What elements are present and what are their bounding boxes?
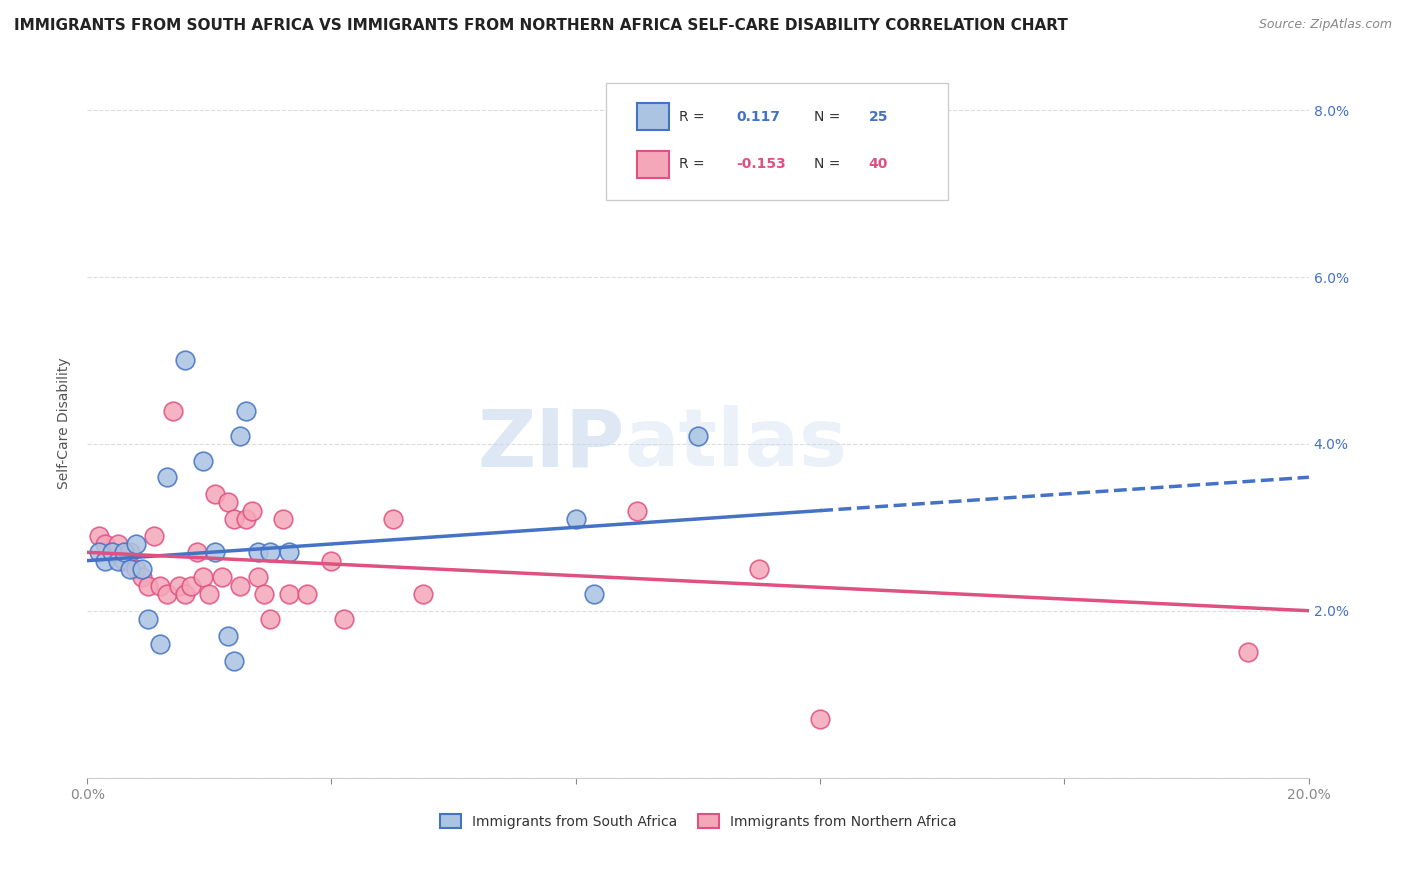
- Point: [321, 554, 343, 568]
- Point: [149, 579, 172, 593]
- Point: [118, 545, 141, 559]
- Point: [193, 570, 215, 584]
- Point: [204, 545, 226, 559]
- Point: [211, 570, 233, 584]
- Text: N =: N =: [814, 110, 839, 124]
- Y-axis label: Self-Care Disability: Self-Care Disability: [58, 357, 72, 489]
- Text: 40: 40: [869, 157, 889, 171]
- Point: [277, 587, 299, 601]
- Point: [222, 512, 245, 526]
- Point: [583, 587, 606, 601]
- Point: [162, 403, 184, 417]
- Point: [247, 545, 270, 559]
- Point: [107, 554, 129, 568]
- Point: [118, 562, 141, 576]
- Point: [412, 587, 434, 601]
- Point: [112, 554, 135, 568]
- Point: [565, 512, 588, 526]
- Point: [155, 587, 177, 601]
- Point: [107, 537, 129, 551]
- Point: [193, 453, 215, 467]
- Point: [173, 587, 195, 601]
- FancyBboxPatch shape: [606, 83, 949, 200]
- Point: [155, 470, 177, 484]
- Point: [259, 545, 281, 559]
- Point: [748, 562, 770, 576]
- Point: [229, 428, 252, 442]
- Point: [198, 587, 221, 601]
- Text: atlas: atlas: [624, 405, 848, 483]
- Point: [125, 537, 148, 551]
- Point: [167, 579, 190, 593]
- Point: [381, 512, 404, 526]
- Point: [626, 503, 648, 517]
- Point: [131, 562, 153, 576]
- Point: [100, 545, 122, 559]
- Point: [271, 512, 294, 526]
- Point: [100, 545, 122, 559]
- Point: [235, 403, 257, 417]
- Point: [89, 545, 111, 559]
- Point: [686, 428, 709, 442]
- Point: [131, 570, 153, 584]
- Point: [240, 503, 263, 517]
- Text: ZIP: ZIP: [478, 405, 624, 483]
- Point: [1236, 645, 1258, 659]
- Legend: Immigrants from South Africa, Immigrants from Northern Africa: Immigrants from South Africa, Immigrants…: [434, 808, 962, 834]
- Point: [112, 545, 135, 559]
- Point: [808, 178, 831, 193]
- Point: [222, 654, 245, 668]
- Point: [136, 579, 159, 593]
- Text: 25: 25: [869, 110, 889, 124]
- Point: [332, 612, 354, 626]
- Point: [149, 637, 172, 651]
- Point: [89, 528, 111, 542]
- Point: [277, 545, 299, 559]
- Point: [295, 587, 318, 601]
- Point: [125, 562, 148, 576]
- Point: [136, 612, 159, 626]
- Point: [808, 712, 831, 726]
- Point: [94, 537, 117, 551]
- Point: [204, 487, 226, 501]
- Text: N =: N =: [814, 157, 839, 171]
- Point: [247, 570, 270, 584]
- Point: [217, 495, 239, 509]
- Point: [143, 528, 166, 542]
- Point: [217, 629, 239, 643]
- Bar: [637, 151, 669, 178]
- Point: [259, 612, 281, 626]
- Text: R =: R =: [679, 110, 704, 124]
- Text: Source: ZipAtlas.com: Source: ZipAtlas.com: [1258, 18, 1392, 31]
- Point: [180, 579, 202, 593]
- Text: R =: R =: [679, 157, 704, 171]
- Bar: [637, 103, 669, 130]
- Text: IMMIGRANTS FROM SOUTH AFRICA VS IMMIGRANTS FROM NORTHERN AFRICA SELF-CARE DISABI: IMMIGRANTS FROM SOUTH AFRICA VS IMMIGRAN…: [14, 18, 1069, 33]
- Text: 0.117: 0.117: [737, 110, 780, 124]
- Point: [173, 353, 195, 368]
- Point: [94, 554, 117, 568]
- Point: [253, 587, 276, 601]
- Point: [229, 579, 252, 593]
- Point: [235, 512, 257, 526]
- Text: -0.153: -0.153: [737, 157, 786, 171]
- Point: [186, 545, 208, 559]
